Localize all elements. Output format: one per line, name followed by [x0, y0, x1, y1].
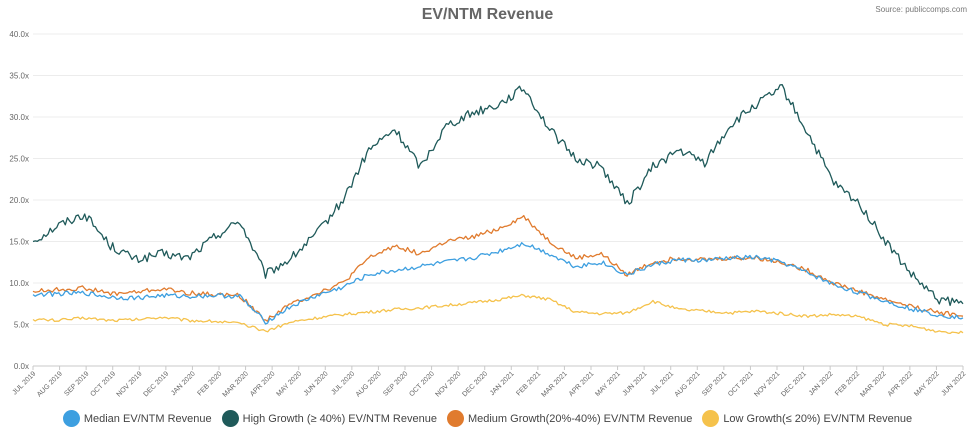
x-tick-label: JUL 2020	[330, 370, 356, 396]
chart-legend: Median EV/NTM Revenue High Growth (≥ 40%…	[0, 410, 975, 427]
chart-source: Source: publiccomps.com	[875, 5, 967, 14]
legend-item-high-growth[interactable]: High Growth (≥ 40%) EV/NTM Revenue	[221, 410, 437, 427]
y-tick-label: 25.0x	[9, 155, 29, 164]
x-tick-label: SEP 2020	[382, 370, 409, 397]
x-tick-label: NOV 2019	[116, 370, 144, 398]
y-tick-label: 35.0x	[9, 72, 29, 81]
x-tick-label: JAN 2020	[170, 370, 197, 397]
y-tick-label: 0.0x	[14, 362, 29, 371]
legend-label-medium-growth: Medium Growth(20%-40%) EV/NTM Revenue	[467, 412, 693, 425]
x-tick-label: APR 2022	[887, 370, 915, 398]
x-tick-label: DEC 2020	[461, 370, 489, 398]
x-tick-label: AUG 2019	[36, 370, 64, 398]
legend-item-median[interactable]: Median EV/NTM Revenue	[62, 410, 212, 427]
y-tick-label: 10.0x	[9, 279, 29, 288]
legend-marker-high-growth	[221, 410, 239, 427]
x-tick-label: NOV 2021	[753, 370, 781, 398]
legend-marker-medium-growth	[446, 410, 464, 427]
x-tick-label: DEC 2021	[780, 370, 808, 398]
x-tick-label: JUL 2019	[11, 370, 37, 396]
x-tick-label: AUG 2021	[674, 370, 702, 398]
y-tick-label: 40.0x	[9, 30, 29, 39]
x-tick-label: JAN 2021	[489, 370, 516, 397]
x-tick-label: MAR 2021	[541, 370, 569, 398]
x-tick-label: DEC 2019	[142, 370, 170, 398]
x-tick-label: MAY 2021	[594, 370, 622, 398]
x-tick-label: FEB 2022	[834, 370, 861, 397]
legend-label-low-growth: Low Growth(≤ 20%) EV/NTM Revenue	[723, 412, 913, 425]
y-tick-label: 15.0x	[9, 238, 29, 247]
series-line-low	[32, 293, 964, 335]
x-tick-label: JUN 2022	[940, 370, 967, 397]
x-tick-label: NOV 2020	[434, 370, 462, 398]
x-tick-label: SEP 2021	[701, 370, 728, 397]
chart-title: EV/NTM Revenue	[421, 6, 554, 23]
x-tick-label: MAY 2020	[276, 370, 304, 398]
series-line-median	[32, 242, 964, 325]
series-line-medium	[32, 214, 964, 322]
legend-item-low-growth[interactable]: Low Growth(≤ 20%) EV/NTM Revenue	[702, 410, 912, 427]
y-tick-label: 30.0x	[9, 113, 29, 122]
legend-marker-low-growth	[702, 410, 720, 427]
x-tick-label: FEB 2021	[515, 370, 542, 397]
x-tick-label: JUN 2020	[303, 370, 330, 397]
x-tick-label: JAN 2022	[808, 370, 835, 397]
legend-item-medium-growth[interactable]: Medium Growth(20%-40%) EV/NTM Revenue	[446, 410, 693, 427]
x-tick-label: OCT 2019	[89, 370, 117, 398]
legend-marker-median	[62, 410, 80, 427]
x-tick-label: JUL 2021	[649, 370, 675, 396]
y-tick-label: 5.0x	[14, 321, 29, 330]
x-tick-label: MAR 2022	[859, 370, 887, 398]
x-tick-label: APR 2021	[568, 370, 596, 398]
x-tick-label: OCT 2020	[408, 370, 436, 398]
y-tick-label: 20.0x	[9, 196, 29, 205]
legend-label-median: Median EV/NTM Revenue	[83, 412, 212, 425]
x-tick-label: OCT 2021	[727, 370, 755, 398]
x-tick-label: JUN 2021	[622, 370, 649, 397]
x-tick-label: FEB 2020	[196, 370, 223, 397]
chart-plot: 0.0x 5.0x 10.0x 15.0x 20.0x 25.0x 30.0x 35.0x 40…	[9, 30, 967, 399]
x-tick-label: SEP 2019	[63, 370, 90, 397]
series-line-high	[32, 84, 964, 307]
legend-label-high-growth: High Growth (≥ 40%) EV/NTM Revenue	[242, 412, 437, 425]
x-tick-label: MAR 2020	[222, 370, 250, 398]
x-tick-label: APR 2020	[249, 370, 277, 398]
x-tick-label: MAY 2022	[913, 370, 941, 398]
x-tick-label: AUG 2020	[355, 370, 383, 398]
